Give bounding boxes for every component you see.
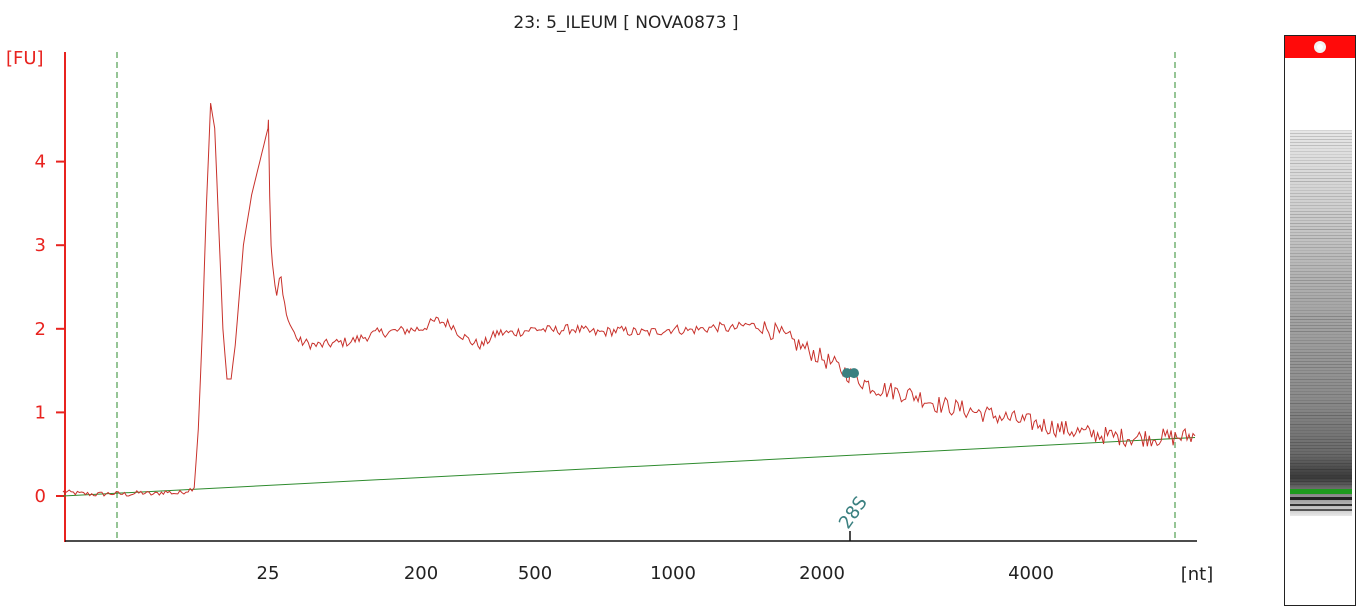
x-tick-label: 2000 (799, 563, 845, 584)
chart-title: 23: 5_ILEUM [ NOVA0873 ] (513, 13, 738, 33)
y-tick-label: 4 (35, 152, 46, 173)
y-tick-label: 1 (35, 402, 46, 423)
x-tick-label: 1000 (650, 563, 696, 584)
baseline-line (62, 437, 1196, 497)
gel-dark-band (1290, 509, 1352, 511)
y-tick-label: 0 (35, 486, 46, 507)
gel-smear (1290, 130, 1352, 516)
electropherogram-chart: 23: 5_ILEUM [ NOVA0873 ] [FU] [nt] 0 1 2 3 4… (6, 13, 1214, 585)
peak-marker-dot (842, 368, 852, 379)
y-tick-label: 3 (35, 235, 46, 256)
marker-spot-icon (1314, 41, 1326, 53)
peak-marker-dot (849, 368, 859, 379)
x-tick-label: 4000 (1008, 563, 1054, 584)
y-ticks: 0 1 2 3 4 (35, 152, 65, 507)
gel-marker-band (1285, 36, 1355, 58)
x-axis-label: [nt] (1181, 564, 1214, 585)
x-tick-label: 200 (404, 563, 438, 584)
x-tick-label: 500 (518, 563, 552, 584)
y-tick-label: 2 (35, 319, 46, 340)
gel-dark-band (1290, 497, 1352, 500)
gel-dark-band (1290, 504, 1352, 506)
peak-label-28s: 28S (835, 493, 872, 533)
y-axis-label: [FU] (6, 48, 44, 69)
gel-lane (1284, 35, 1356, 606)
series-line (62, 103, 1196, 497)
x-tick-label: 25 (257, 563, 280, 584)
x-ticks: 25 200 500 1000 2000 4000 (257, 563, 1054, 584)
gel-green-band (1290, 489, 1352, 494)
